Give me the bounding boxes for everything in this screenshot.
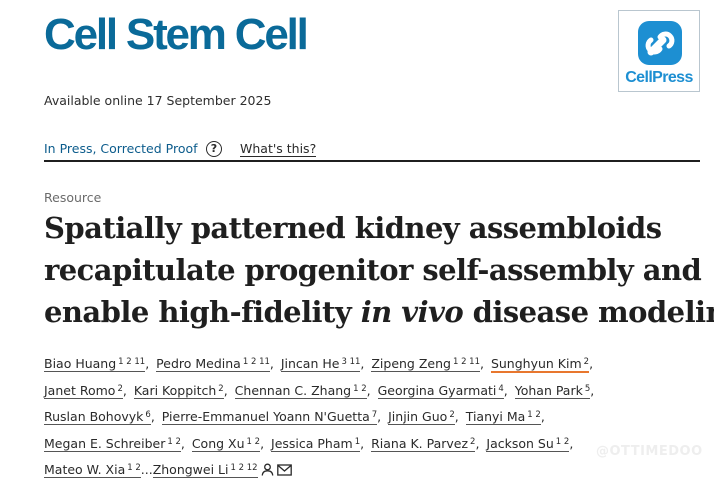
author-line: Ruslan Bohovyk 6, Pierre-Emmanuel Yoann N…: [44, 409, 545, 425]
affiliation-marker[interactable]: 1 2 11: [452, 357, 480, 367]
availability-date: Available online 17 September 2025: [44, 93, 272, 108]
cellpress-logo-icon: [638, 21, 682, 65]
article-status-row: In Press, Corrected Proof ? What's this?: [44, 140, 700, 160]
author-name: Cong Xu: [191, 435, 245, 451]
affiliation-marker[interactable]: 4: [498, 383, 504, 394]
author-name: Jinjin Guo: [388, 409, 448, 424]
author-name: Kari Koppitch: [133, 382, 217, 398]
author-name: Mateo W. Xia: [44, 462, 126, 477]
author-link[interactable]: Biao Huang 1 2 11: [44, 356, 146, 372]
more-authors-ellipsis[interactable]: ...: [140, 462, 153, 477]
author-name: Ruslan Bohovyk: [44, 409, 144, 424]
whats-this-link[interactable]: What's this?: [240, 141, 317, 157]
affiliation-marker[interactable]: 1 2 12: [230, 463, 258, 473]
article-title: Spatially patterned kidney assembloids r…: [44, 207, 714, 333]
author-link[interactable]: Janet Romo 2: [44, 382, 123, 399]
cellpress-logo[interactable]: CellPress: [618, 10, 700, 92]
title-line-2: recapitulate progenitor self-assembly an…: [44, 253, 702, 287]
author-list: Biao Huang 1 2 11, Pedro Medina 1 2 11, Ji…: [44, 350, 704, 483]
author-link[interactable]: Zhongwei Li 1 2 12: [152, 462, 258, 478]
author-name: Janet Romo: [44, 382, 116, 398]
cellpress-logo-text: CellPress: [625, 69, 693, 86]
author-link[interactable]: Sunghyun Kim 2: [490, 356, 590, 373]
author-name: Jessica Pham: [271, 435, 353, 451]
author-name: Yohan Park: [514, 382, 583, 398]
affiliation-marker[interactable]: 1 2: [127, 463, 141, 473]
author-name: Biao Huang: [44, 356, 117, 371]
author-link[interactable]: Megan E. Schreiber 1 2: [44, 435, 181, 452]
author-name: Zhongwei Li: [152, 462, 229, 477]
title-line-3: enable high-fidelity in vivo disease mod…: [44, 295, 714, 329]
author-link[interactable]: Jackson Su 1 2: [486, 435, 570, 452]
affiliation-marker[interactable]: 1 2: [167, 436, 181, 447]
person-icon[interactable]: [261, 463, 274, 476]
in-press-link[interactable]: In Press, Corrected Proof: [44, 141, 198, 156]
question-circle-icon[interactable]: ?: [206, 141, 222, 157]
affiliation-marker[interactable]: 2: [470, 436, 476, 447]
title-line-1: Spatially patterned kidney assembloids: [44, 211, 662, 245]
affiliation-marker[interactable]: 2: [449, 410, 455, 420]
envelope-icon[interactable]: [276, 464, 292, 476]
author-line: Megan E. Schreiber 1 2, Cong Xu 1 2, Jessi…: [44, 435, 574, 452]
author-name: Riana K. Parvez: [371, 435, 469, 451]
author-line: Janet Romo 2, Kari Koppitch 2, Chennan C. …: [44, 382, 595, 399]
author-link[interactable]: Pierre-Emmanuel Yoann N'Guetta 7: [161, 409, 378, 425]
author-name: Tianyi Ma: [465, 409, 526, 424]
author-link[interactable]: Yohan Park 5: [514, 382, 591, 399]
affiliation-marker[interactable]: 2: [583, 357, 590, 367]
affiliation-marker[interactable]: 2: [218, 383, 224, 394]
affiliation-marker[interactable]: 1 2 11: [242, 357, 270, 367]
author-line: Biao Huang 1 2 11, Pedro Medina 1 2 11, Ji…: [44, 356, 594, 373]
affiliation-marker[interactable]: 1 2: [527, 410, 541, 420]
affiliation-marker[interactable]: 1: [354, 436, 361, 447]
author-link[interactable]: Pedro Medina 1 2 11: [156, 356, 270, 372]
author-link[interactable]: Zipeng Zeng 1 2 11: [371, 356, 480, 372]
author-link[interactable]: Tianyi Ma 1 2: [465, 409, 541, 425]
author-line: Mateo W. Xia 1 2...Zhongwei Li 1 2 12: [44, 456, 704, 483]
author-name: Pedro Medina: [156, 356, 241, 371]
article-type: Resource: [44, 190, 102, 205]
affiliation-marker[interactable]: 7: [371, 410, 378, 420]
affiliation-marker[interactable]: 2: [117, 383, 123, 394]
author-name: Jackson Su: [486, 435, 554, 451]
affiliation-marker[interactable]: 1 2 11: [118, 357, 146, 367]
author-link[interactable]: Jinjin Guo 2: [388, 409, 455, 425]
author-name: Pierre-Emmanuel Yoann N'Guetta: [161, 409, 370, 424]
author-link[interactable]: Kari Koppitch 2: [133, 382, 224, 399]
affiliation-marker[interactable]: 1 2: [353, 383, 367, 394]
author-link[interactable]: Jincan He 3 11: [280, 356, 361, 372]
watermark: @OTTIMEDOO: [596, 444, 703, 459]
author-link[interactable]: Ruslan Bohovyk 6: [44, 409, 151, 425]
divider: [44, 160, 700, 162]
author-name: Jincan He: [280, 356, 340, 371]
author-name: Georgina Gyarmati: [377, 382, 497, 398]
author-link[interactable]: Jessica Pham 1: [271, 435, 361, 452]
author-link[interactable]: Riana K. Parvez 2: [371, 435, 476, 452]
author-name: Zipeng Zeng: [371, 356, 451, 371]
affiliation-marker[interactable]: 6: [145, 410, 151, 420]
author-link[interactable]: Georgina Gyarmati 4: [377, 382, 504, 399]
affiliation-marker[interactable]: 3 11: [341, 357, 361, 367]
affiliation-marker[interactable]: 1 2: [555, 436, 570, 447]
affiliation-marker[interactable]: 1 2: [246, 436, 261, 447]
journal-title[interactable]: Cell Stem Cell: [44, 10, 309, 59]
author-link[interactable]: Cong Xu 1 2: [191, 435, 261, 452]
author-name: Chennan C. Zhang: [234, 382, 352, 398]
author-name: Megan E. Schreiber: [44, 435, 166, 451]
author-link[interactable]: Chennan C. Zhang 1 2: [234, 382, 367, 399]
affiliation-marker[interactable]: 5: [584, 383, 591, 394]
author-link[interactable]: Mateo W. Xia 1 2: [44, 462, 141, 478]
author-name: Sunghyun Kim: [490, 356, 582, 371]
